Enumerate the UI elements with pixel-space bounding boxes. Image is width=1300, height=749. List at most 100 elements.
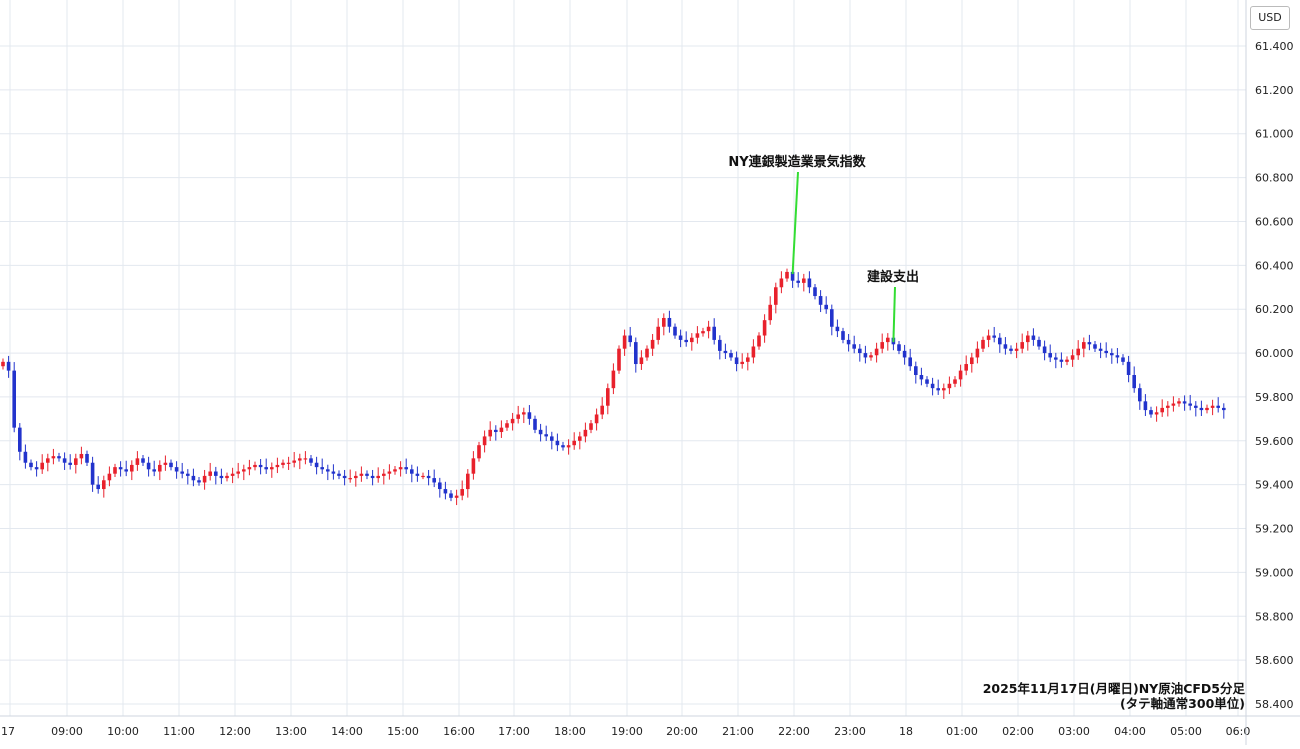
candle-body [124,469,128,472]
candle-body [1026,335,1030,343]
candle-body [34,467,39,470]
candle-body [242,469,246,472]
candle-body [426,475,431,479]
candle-body [370,475,375,479]
candle-body [314,462,319,468]
candle-body [712,326,716,340]
candle-body [393,469,397,472]
candle-body [684,339,688,343]
candle-body [130,464,134,472]
candle-body [331,471,336,474]
candle-body [410,469,414,474]
y-tick-label: 58.400 [1255,698,1294,711]
candle-body [981,339,985,349]
candle-body [398,467,403,470]
candle-body [734,357,739,365]
candle-body [1,361,5,367]
candle-body [992,335,996,338]
candle-body [863,353,868,358]
candle-body [634,342,638,365]
x-tick-label: 17:00 [498,725,530,738]
candle-body [236,471,240,474]
candle-body [348,478,352,480]
x-tick-label: 06:0 [1226,725,1251,738]
candle-body [818,296,823,305]
candle-body [298,458,302,461]
candle-body [1222,407,1226,411]
candle-body [135,458,140,465]
candle-body [958,370,963,380]
annotation-label: NY連銀製造業景気指数 [728,154,866,170]
x-tick-label: 05:00 [1170,725,1202,738]
candle-body [214,471,218,476]
candle-body [622,335,627,349]
candle-body [583,429,588,437]
candle-body [522,412,526,415]
candle-body [85,453,89,463]
candle-body [886,337,890,343]
candle-body [673,326,677,336]
candle-body [930,383,935,389]
candle-body [824,304,828,310]
candle-body [141,458,145,463]
candle-body [208,471,212,476]
candle-body [186,473,190,476]
candle-body [499,427,504,433]
candle-body [802,278,806,283]
candle-body [1076,348,1080,356]
candle-body [1154,412,1159,415]
candle-body [796,280,800,283]
currency-badge[interactable]: USD [1250,6,1290,30]
candle-body [438,482,442,490]
candle-body [1199,407,1204,411]
candle-body [555,440,560,446]
chart-caption-line1: 2025年11月17日(月曜日)NY原油CFD5分足 [983,681,1246,696]
x-tick-label: 18:00 [554,725,586,738]
candle-body [342,475,347,479]
candle-body [841,331,845,340]
candle-body [1070,355,1075,360]
y-tick-label: 60.400 [1255,259,1294,272]
candle-body [62,458,67,463]
candle-body [645,348,649,358]
candle-body [270,467,274,470]
candle-body [617,348,621,371]
candle-body [594,414,599,424]
candle-body [102,480,106,490]
candle-body [415,473,420,476]
candle-body [566,445,571,448]
candle-body [678,335,683,340]
candle-body [662,317,666,327]
candle-body [46,458,50,463]
candle-body [107,473,112,481]
candle-body [740,361,744,365]
candle-body [460,489,464,496]
candle-body [6,361,11,371]
candle-body [96,484,100,490]
candle-body [936,388,940,391]
y-tick-label: 59.000 [1255,566,1294,579]
candle-body [180,471,184,474]
candle-body [477,445,481,459]
candle-body [830,309,834,327]
candle-body [1048,353,1052,358]
y-tick-label: 58.600 [1255,654,1294,667]
candle-body [718,339,722,351]
x-tick-label: 04:00 [1114,725,1146,738]
x-tick-label: 23:00 [834,725,866,738]
candle-body [1182,401,1187,404]
x-tick-label: 10:00 [107,725,139,738]
candle-body [656,326,660,340]
candle-body [807,278,812,288]
candle-body [942,388,946,391]
candle-body [1065,359,1069,362]
candle-body [326,469,330,472]
candle-body [74,458,78,465]
candle-body [471,458,476,474]
candle-body [986,335,991,340]
candle-body [1126,361,1131,375]
